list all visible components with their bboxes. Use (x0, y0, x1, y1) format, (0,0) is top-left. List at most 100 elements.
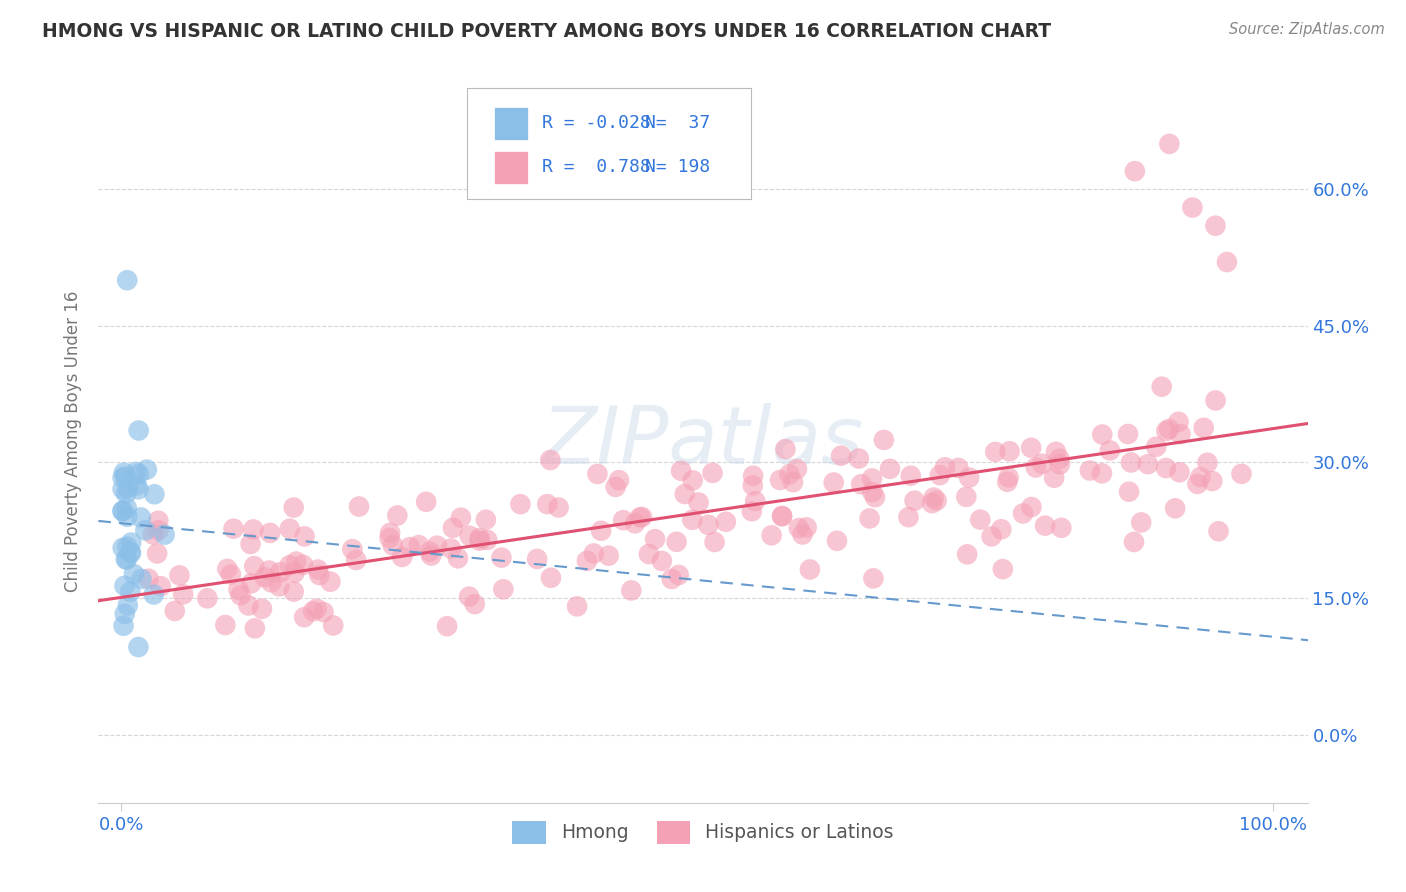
Point (222, 522, 245, 536)
Point (228, 582, 250, 597)
Point (582, 546, 605, 560)
Point (1049, 458, 1071, 472)
Point (342, 542, 364, 557)
Point (468, 533, 491, 548)
Point (863, 490, 886, 504)
Point (770, 509, 793, 524)
FancyBboxPatch shape (494, 151, 527, 184)
Point (229, 588, 252, 602)
Point (688, 495, 710, 509)
Point (120, 535, 142, 549)
Point (131, 572, 153, 586)
Point (775, 442, 797, 457)
Point (1025, 460, 1047, 475)
Point (143, 487, 166, 501)
Point (115, 501, 138, 516)
Point (682, 474, 704, 488)
Point (240, 576, 263, 591)
Point (697, 517, 720, 532)
Point (984, 445, 1007, 459)
Point (1116, 427, 1139, 442)
Point (319, 574, 342, 589)
Point (1167, 415, 1189, 429)
Point (830, 449, 852, 463)
Point (1078, 463, 1101, 477)
Point (305, 602, 328, 616)
Point (1021, 500, 1043, 514)
Point (934, 460, 956, 475)
Point (112, 619, 135, 633)
Point (419, 544, 441, 558)
Point (115, 273, 138, 287)
Point (378, 531, 401, 545)
Point (172, 587, 194, 601)
Point (128, 467, 150, 481)
Point (860, 485, 883, 500)
Point (1208, 524, 1230, 539)
Point (538, 453, 561, 467)
Point (420, 549, 443, 563)
Point (1157, 422, 1180, 436)
Point (1123, 164, 1146, 178)
Point (1091, 427, 1114, 442)
Point (741, 478, 763, 492)
Point (436, 619, 458, 633)
Point (761, 528, 783, 542)
Point (591, 524, 613, 538)
Point (969, 513, 991, 527)
Point (526, 552, 548, 566)
Point (142, 527, 165, 541)
Point (115, 552, 138, 566)
Point (955, 490, 977, 504)
Point (269, 579, 291, 593)
Point (1144, 440, 1167, 454)
Point (283, 500, 305, 515)
Point (1230, 467, 1253, 481)
Text: R = -0.028: R = -0.028 (543, 114, 651, 132)
Point (283, 584, 305, 599)
Point (1189, 470, 1212, 484)
Point (586, 467, 609, 481)
Point (605, 480, 627, 494)
Point (148, 514, 170, 528)
Point (111, 541, 134, 555)
Point (778, 467, 800, 482)
Point (239, 537, 262, 551)
Point (536, 497, 558, 511)
Point (1164, 501, 1187, 516)
Point (903, 493, 925, 508)
Point (1045, 445, 1067, 459)
Point (238, 599, 260, 613)
Point (1154, 461, 1177, 475)
Point (398, 540, 420, 554)
Point (1033, 518, 1056, 533)
Point (612, 513, 634, 527)
Point (1118, 484, 1140, 499)
Point (860, 471, 883, 485)
Point (458, 529, 481, 543)
Point (344, 553, 367, 567)
Point (292, 558, 315, 572)
Point (278, 522, 301, 536)
Text: ZIPatlas: ZIPatlas (541, 402, 865, 481)
Point (259, 525, 281, 540)
Point (111, 504, 134, 518)
Point (547, 500, 569, 515)
Point (285, 555, 308, 569)
Point (260, 575, 283, 590)
Point (1136, 457, 1159, 471)
Point (1050, 521, 1073, 535)
Point (195, 591, 218, 606)
Point (269, 565, 291, 579)
Point (628, 510, 651, 524)
Point (475, 513, 498, 527)
Point (408, 538, 430, 552)
Point (796, 520, 818, 534)
Point (858, 511, 880, 525)
Point (491, 550, 513, 565)
Point (153, 527, 176, 541)
Point (142, 588, 165, 602)
Point (122, 567, 145, 582)
Point (957, 470, 980, 484)
Point (1091, 467, 1114, 481)
